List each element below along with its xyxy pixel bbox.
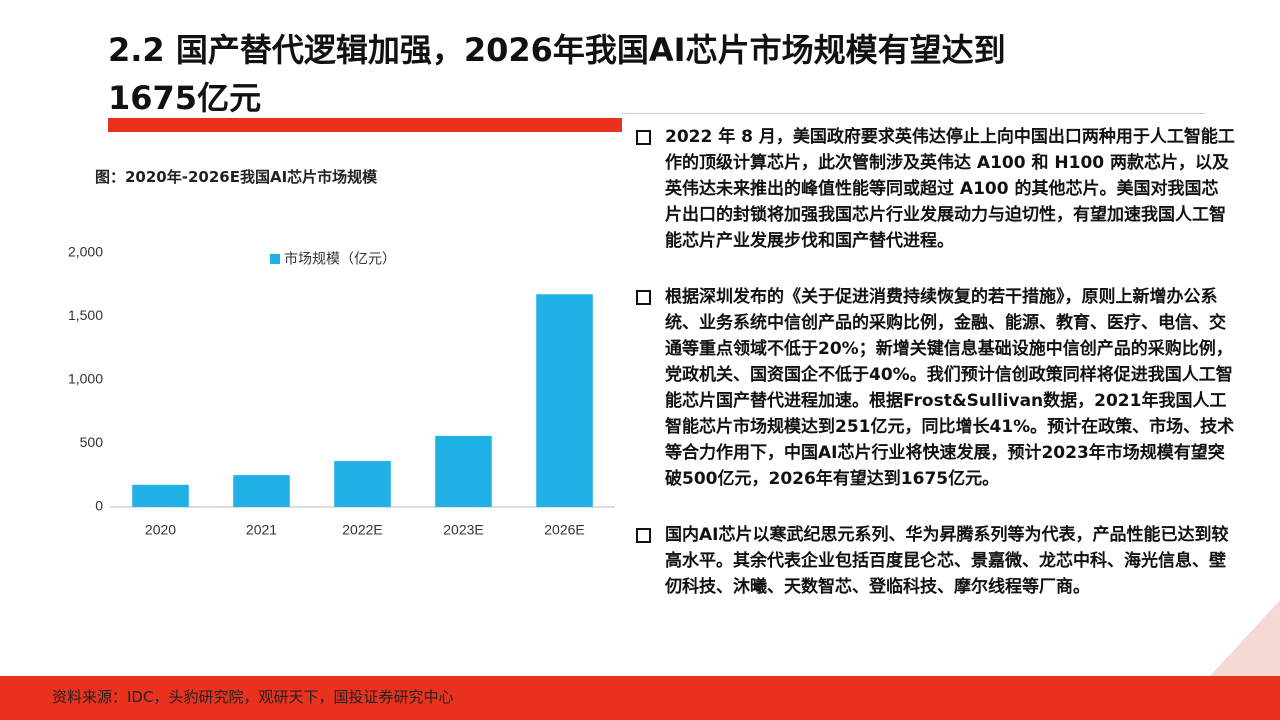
bullet-list: 2022 年 8 月，美国政府要求英伟达停止上向中国出口两种用于人工智能工作的顶… [636,124,1236,630]
legend-swatch [270,254,280,264]
footer-bar [0,676,1280,720]
chart-title: 图：2020年-2026E我国AI芯片市场规模 [95,168,378,186]
legend-label: 市场规模（亿元） [284,251,396,267]
y-tick-label: 1,000 [68,371,103,387]
x-tick-label: 2021 [246,522,277,538]
slide-title: 2.2 国产替代逻辑加强，2026年我国AI芯片市场规模有望达到1675亿元 [108,31,1006,117]
chart: 0 500 1,000 1,500 2,000 市场规模（亿元） 2020 2021 2022E… [68,244,615,538]
bar [435,435,492,507]
divider [622,113,1205,114]
decoration [1210,600,1280,676]
bar [334,461,391,507]
bar [536,294,593,507]
title-bar [108,118,622,132]
source-note: 资料来源：IDC，头豹研究院，观研天下，国投证券研究中心 [52,688,454,706]
y-tick-label: 2,000 [68,244,103,260]
x-tick-label: 2026E [544,522,584,538]
x-tick-label: 2020 [145,522,176,538]
bar [132,484,189,507]
bullet: 2022 年 8 月，美国政府要求英伟达停止上向中国出口两种用于人工智能工作的顶… [636,124,1235,254]
bullet: 根据深圳发布的《关于促进消费持续恢复的若干措施》，原则上新增办公系统、业务系统中… [636,284,1235,492]
x-tick-label: 2022E [342,522,382,538]
bullet: 国内AI芯片以寒武纪思元系列、华为昇腾系列等为代表，产品性能已达到较高水平。其余… [636,522,1235,600]
y-tick-label: 500 [80,434,104,450]
y-tick-label: 0 [95,498,103,514]
corner-shape [1210,600,1280,676]
x-tick-label: 2023E [443,522,483,538]
bar [233,475,290,507]
y-tick-label: 1,500 [68,307,103,323]
